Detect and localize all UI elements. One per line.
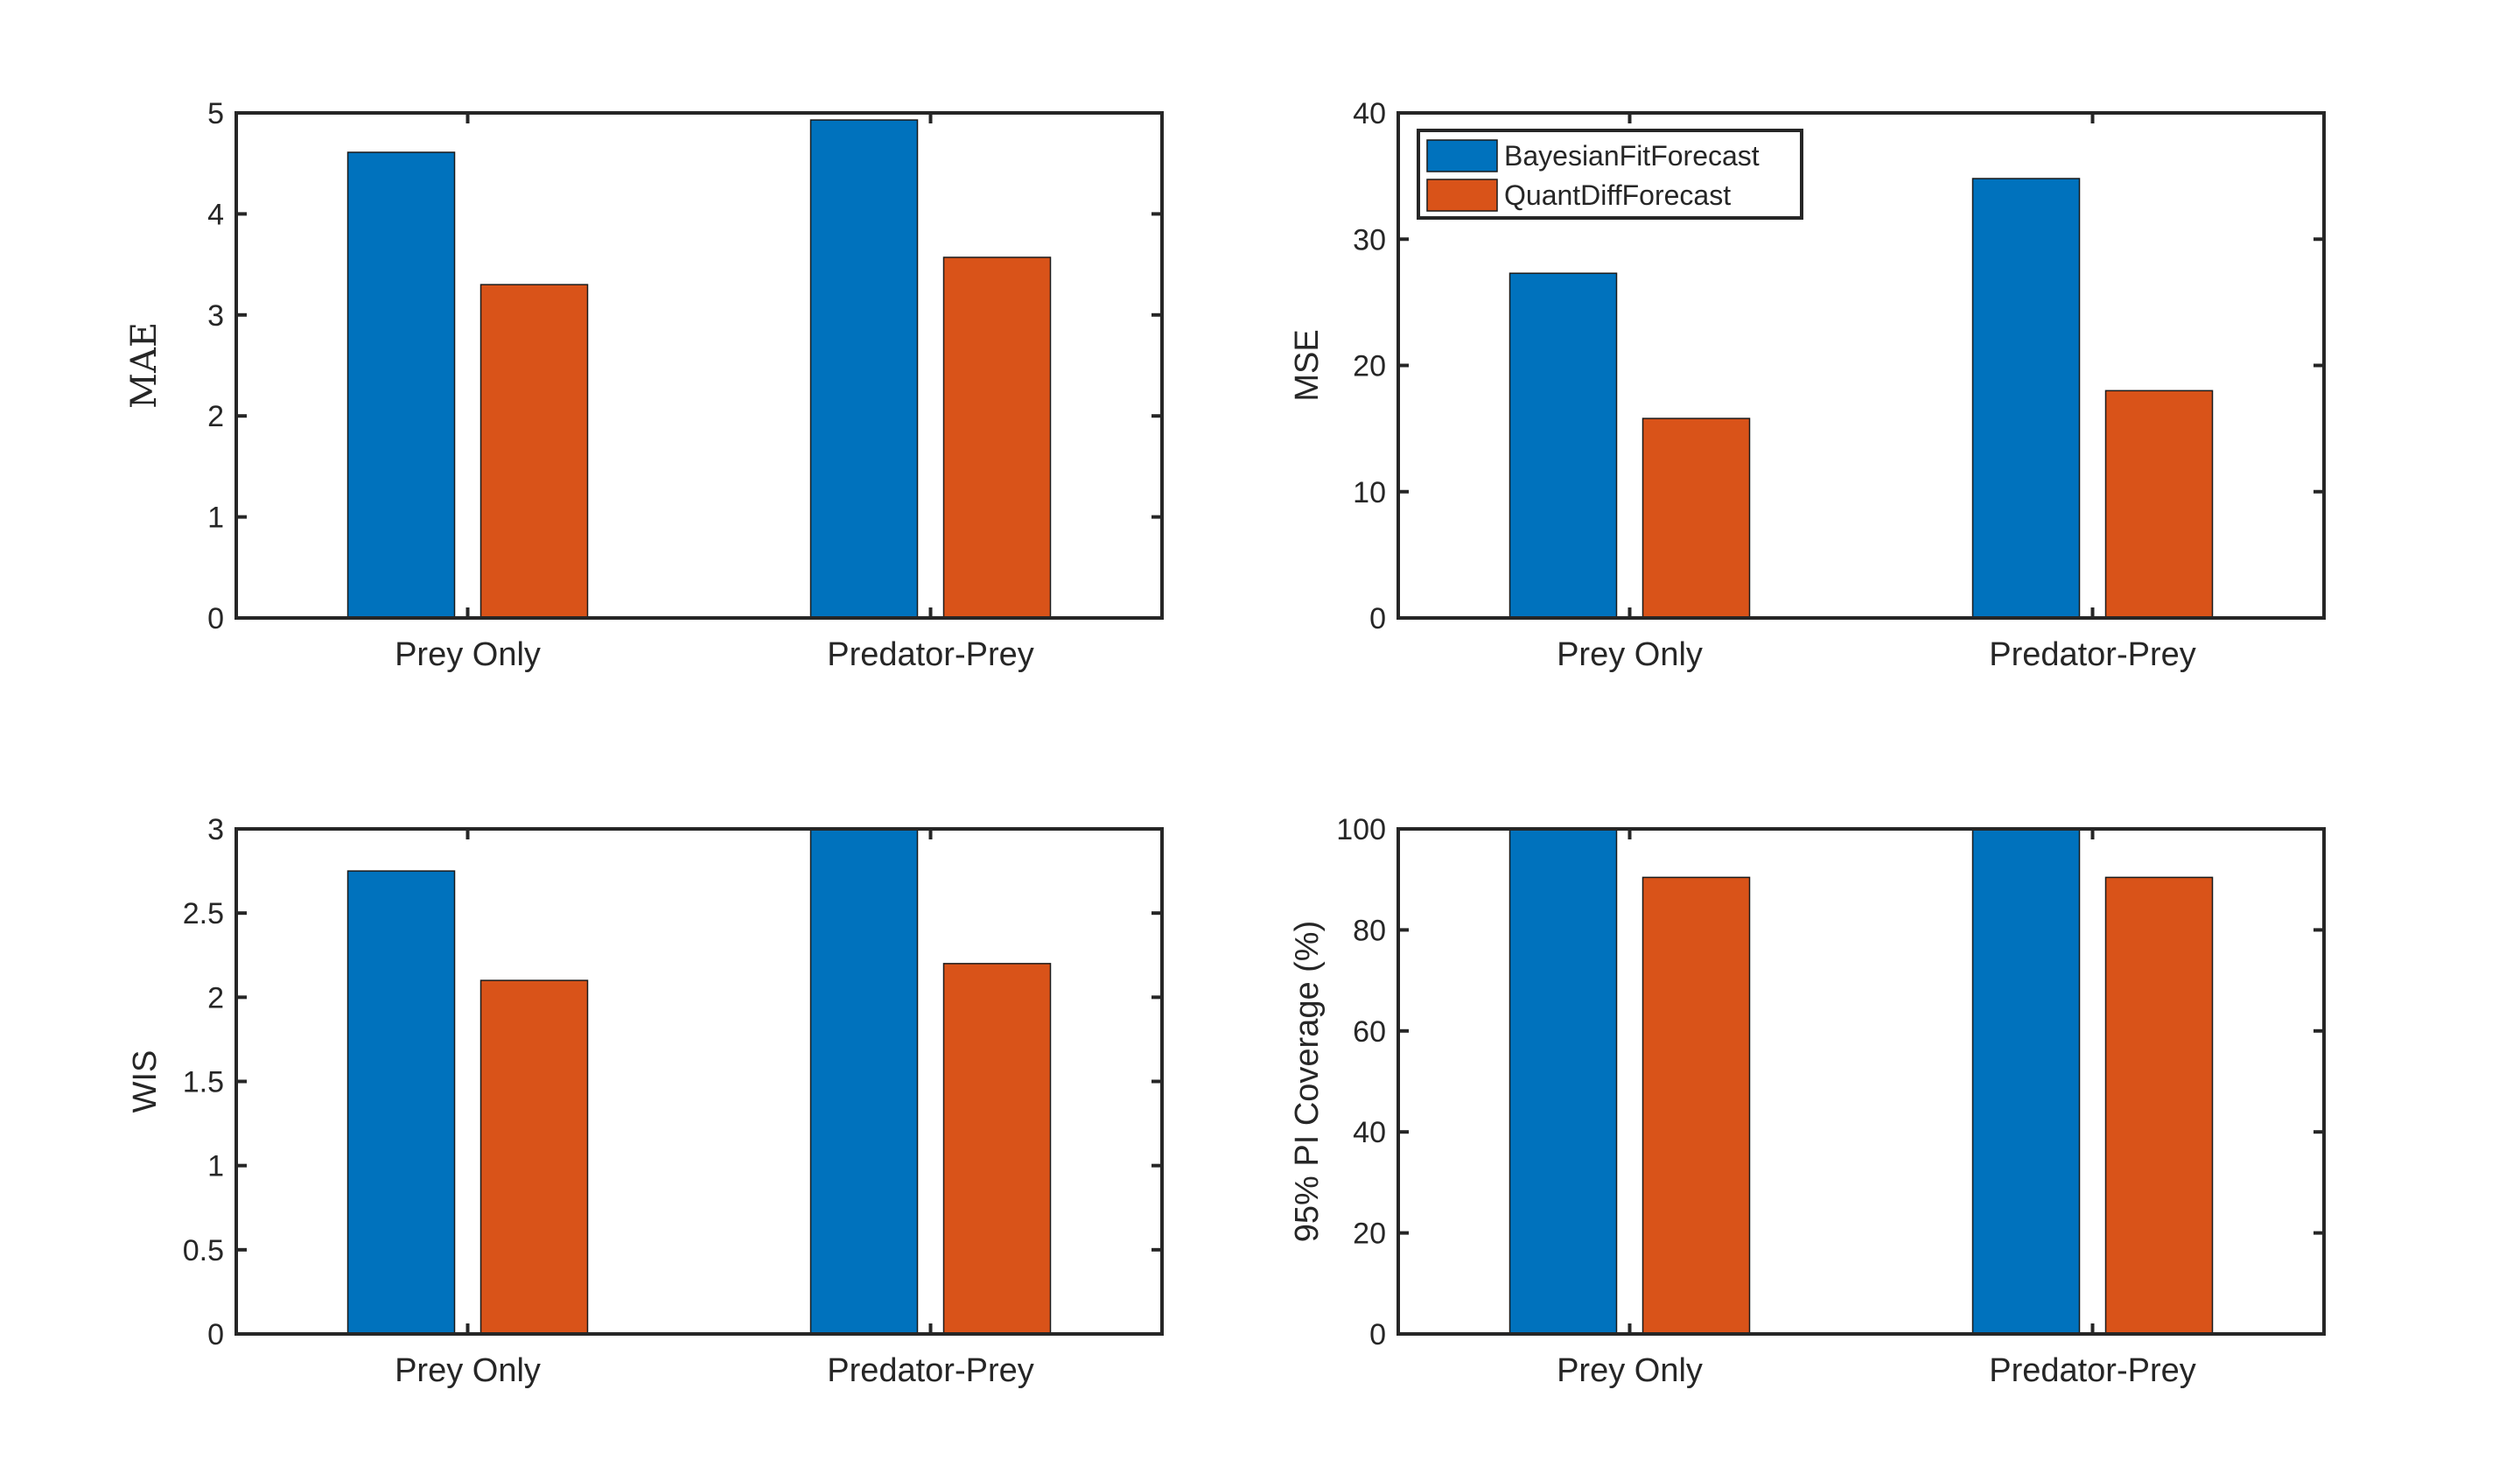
y-tick-label: 3 [207,813,224,846]
y-tick-label: 0 [207,602,224,635]
legend-label: QuantDiffForecast [1504,179,1731,211]
bar-quantdiffforecast-predator-prey [2104,390,2214,619]
chart-panel-wis: 0 0.5 1 1.5 2 2.5 3 Prey Only Predator-Prey WIS [127,813,1164,1389]
y-tick-label: 0.5 [183,1234,224,1267]
legend-label: BayesianFitForecast [1504,140,1760,172]
y-axis-label: 95% PI Coverage (%) [1289,921,1326,1243]
axes-box [1396,827,2326,1336]
bar-bayesianfitforecast-predator-prey [1971,828,2081,1335]
x-tick-label: Prey Only [1557,636,1703,673]
bar-quantdiffforecast-predator-prey [2104,876,2214,1335]
y-axis-label: MAE [124,322,164,409]
y-tick-label: 100 [1336,813,1386,846]
bar-quantdiffforecast-prey-only [1642,876,1751,1335]
y-tick-label: 4 [207,198,224,231]
bar-bayesianfitforecast-prey-only [346,870,456,1335]
y-tick-label: 60 [1353,1015,1386,1049]
x-tick-label: Prey Only [395,636,541,673]
y-tick-label: 1.5 [183,1066,224,1099]
bar-bayesianfitforecast-prey-only [1508,272,1618,619]
x-tick-label: Predator-Prey [827,636,1034,673]
bar-bayesianfitforecast-predator-prey [809,119,919,619]
y-tick-label: 20 [1353,1218,1386,1251]
y-tick-label: 0 [1369,602,1386,635]
y-tick-label: 80 [1353,914,1386,947]
y-tick-label: 1 [207,1150,224,1183]
bar-quantdiffforecast-predator-prey [942,256,1052,619]
x-tick-label: Prey Only [395,1352,541,1389]
y-tick-label: 0 [1369,1318,1386,1351]
bar-bayesianfitforecast-predator-prey [809,828,919,1335]
x-tick-label: Prey Only [1557,1352,1703,1389]
legend-swatch-bayesianfitforecast [1426,139,1498,172]
bar-quantdiffforecast-prey-only [1642,418,1751,619]
y-tick-label: 2 [207,981,224,1014]
bar-bayesianfitforecast-prey-only [346,151,456,619]
y-tick-label: 30 [1353,223,1386,256]
bar-quantdiffforecast-predator-prey [942,963,1052,1335]
y-tick-label: 3 [207,299,224,333]
chart-panel-mse: 0 10 20 30 40 Prey Only Predator-Prey MSE [1289,97,2326,673]
y-tick-label: 20 [1353,350,1386,383]
chart-panel-95-pi-coverage: 0 20 40 60 80 100 Prey Only Predator-Prey 95% PI… [1289,813,2326,1389]
y-tick-label: 1 [207,502,224,535]
bar-quantdiffforecast-prey-only [480,979,589,1335]
axes-box [234,111,1164,620]
x-tick-label: Predator-Prey [1989,1352,2196,1389]
bar-quantdiffforecast-prey-only [480,284,589,619]
x-tick-label: Predator-Prey [827,1352,1034,1389]
legend-swatch-quantdiffforecast [1426,179,1498,212]
chart-panel-mae: 0 1 2 3 4 5 Prey Only Predator-Prey MAE [124,97,1164,673]
y-tick-label: 40 [1353,97,1386,130]
y-tick-label: 5 [207,97,224,130]
y-axis-label: WIS [127,1050,164,1113]
bar-bayesianfitforecast-prey-only [1508,828,1618,1335]
bar-bayesianfitforecast-predator-prey [1971,178,2081,619]
y-tick-label: 0 [207,1318,224,1351]
y-tick-label: 2 [207,400,224,433]
y-tick-label: 10 [1353,476,1386,509]
x-tick-label: Predator-Prey [1989,636,2196,673]
legend: BayesianFitForecast QuantDiffForecast [1417,129,1803,220]
y-tick-label: 2.5 [183,897,224,930]
y-axis-label: MSE [1289,329,1326,401]
y-tick-label: 40 [1353,1116,1386,1149]
